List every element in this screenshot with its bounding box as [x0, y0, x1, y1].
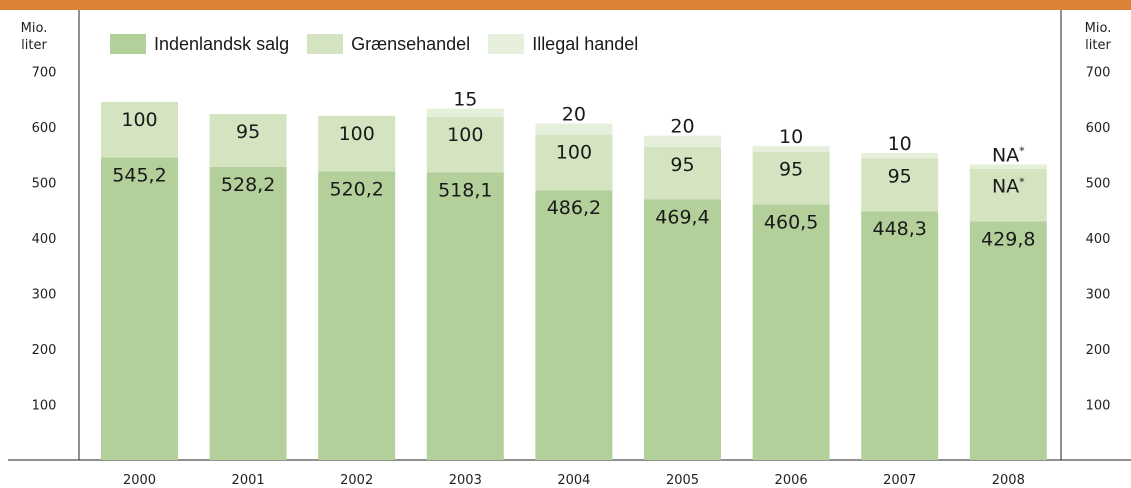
data-label: 429,8 — [981, 228, 1035, 250]
x-tick-label: 2001 — [232, 473, 265, 488]
bar-segment — [752, 146, 830, 152]
x-tick-label: 2003 — [449, 473, 482, 488]
bar-segment — [861, 158, 939, 212]
y-tick-left: 700 — [32, 66, 57, 81]
bar-segment — [969, 164, 1047, 169]
data-label: 100 — [121, 109, 157, 131]
bar-segment — [752, 204, 830, 460]
data-label: 460,5 — [764, 211, 818, 233]
legend-item: Illegal handel — [488, 34, 638, 55]
data-label: 95 — [236, 121, 260, 143]
data-label: 20 — [670, 116, 694, 138]
y-tick-left: 400 — [32, 232, 57, 247]
ticks-group: 100 100 200 200 300 300 400 400 500 500 600 600 700 7… — [32, 66, 1111, 414]
data-label: 448,3 — [872, 218, 926, 240]
data-label: NA* — [992, 176, 1025, 198]
bar-segment — [426, 116, 504, 173]
y-tick-right: 500 — [1086, 177, 1111, 192]
legend-label: Indenlandsk salg — [154, 33, 290, 54]
y-tick-left: 100 — [32, 399, 57, 414]
data-label: 486,2 — [547, 197, 601, 219]
left-unit-label: Mio. liter — [16, 20, 52, 54]
data-label: 528,2 — [221, 174, 275, 196]
bar-segment — [969, 221, 1047, 460]
data-label: 95 — [779, 159, 803, 181]
data-label: 518,1 — [438, 179, 492, 201]
data-label: 520,2 — [329, 178, 383, 200]
bar-segment — [209, 166, 287, 460]
y-tick-left: 300 — [32, 288, 57, 303]
top-accent-bar — [0, 0, 1131, 10]
legend-swatch — [488, 34, 525, 54]
left-unit-line-1: Mio. — [20, 21, 48, 36]
data-label: 469,4 — [655, 206, 709, 228]
bar-segment — [209, 114, 287, 167]
right-unit-label: Mio. liter — [1080, 20, 1116, 54]
data-label: 95 — [888, 165, 912, 187]
legend-item: Indenlandsk salg — [110, 34, 289, 55]
y-tick-left: 500 — [32, 177, 57, 192]
x-tick-label: 2005 — [666, 473, 699, 488]
bar-segment — [101, 101, 178, 158]
legend-swatch — [307, 34, 344, 54]
legend: Indenlandsk salg Grænsehandel Illegal hand… — [110, 32, 656, 56]
legend-item: Grænsehandel — [307, 34, 470, 55]
bar-segment — [644, 199, 721, 460]
legend-swatch — [110, 34, 146, 54]
x-tick-label: 2002 — [340, 473, 373, 488]
bar-segment — [644, 146, 721, 200]
x-tick-label: 2007 — [883, 473, 916, 488]
legend-label: Grænsehandel — [351, 33, 471, 54]
x-tick-label: 2006 — [775, 473, 808, 488]
x-tick-label: 2000 — [123, 473, 156, 488]
bar-segment — [426, 172, 504, 460]
y-tick-right: 100 — [1086, 399, 1111, 414]
bar-segment — [861, 152, 939, 159]
left-unit-line-2: liter — [21, 38, 47, 53]
data-label: 10 — [888, 133, 912, 155]
bar-segment — [535, 123, 613, 135]
bar-segment — [535, 134, 613, 191]
bar-segment — [644, 135, 721, 147]
bar-segment — [318, 115, 396, 172]
right-unit-line-1: Mio. — [1084, 21, 1112, 36]
data-label: 15 — [453, 89, 477, 111]
data-label: 545,2 — [112, 164, 166, 186]
y-tick-right: 700 — [1086, 66, 1111, 81]
bar-segment — [318, 171, 396, 460]
data-label: 95 — [670, 154, 694, 176]
y-tick-right: 300 — [1086, 288, 1111, 303]
bar-segment — [101, 157, 178, 460]
y-tick-right: 600 — [1086, 121, 1111, 136]
y-tick-left: 200 — [32, 343, 57, 358]
y-tick-right: 400 — [1086, 232, 1111, 247]
x-tick-label: 2008 — [992, 473, 1025, 488]
data-label: 20 — [562, 104, 586, 126]
y-tick-left: 600 — [32, 121, 57, 136]
bar-segment — [426, 108, 504, 117]
data-label: 100 — [339, 123, 375, 145]
data-label: 100 — [447, 124, 483, 146]
right-unit-line-2: liter — [1085, 38, 1111, 53]
legend-label: Illegal handel — [532, 33, 639, 54]
bar-segment — [535, 190, 613, 460]
bar-segment — [752, 151, 830, 205]
bar-segment — [861, 211, 939, 460]
x-tick-label: 2004 — [557, 473, 590, 488]
data-label: 100 — [556, 142, 592, 164]
data-label: 10 — [779, 126, 803, 148]
data-label: NA* — [992, 144, 1025, 166]
bars-group: 545,2 100 2000 528,2 95 2001 520,2 100 2002 518,1… — [101, 89, 1047, 488]
y-tick-right: 200 — [1086, 343, 1111, 358]
bar-segment — [969, 168, 1047, 222]
